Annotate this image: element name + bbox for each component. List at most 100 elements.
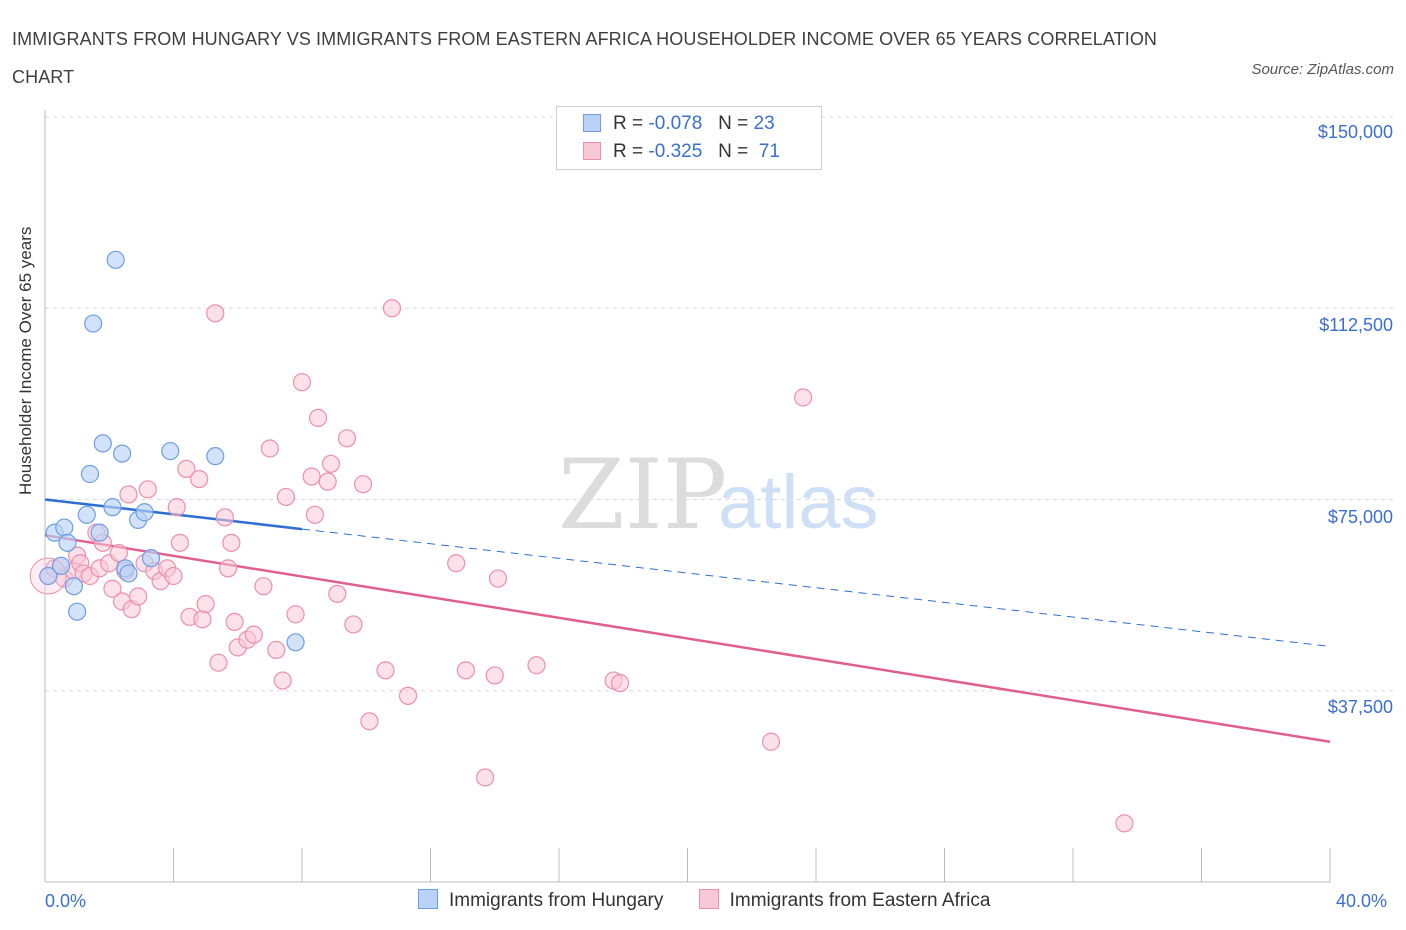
legend-n-label: N = [718, 113, 749, 134]
data-point-hungary [55, 518, 74, 537]
data-point-hungary [90, 523, 109, 542]
data-point-eastern-africa [794, 388, 813, 407]
data-point-hungary [39, 566, 58, 586]
data-point-hungary [64, 577, 84, 596]
data-point-eastern-africa [244, 625, 263, 644]
data-point-eastern-africa [190, 470, 209, 489]
data-point-eastern-africa [447, 554, 466, 573]
legend-r-label: R = [613, 113, 644, 134]
data-point-hungary [84, 314, 103, 333]
data-point-eastern-africa [267, 640, 286, 660]
data-point-eastern-africa [254, 577, 273, 596]
data-point-hungary [119, 564, 138, 583]
data-point-hungary [103, 498, 122, 517]
series-eastern-africa-points [29, 299, 1134, 833]
data-point-eastern-africa [360, 712, 379, 731]
legend-item-hungary[interactable]: Immigrants from Hungary [418, 889, 663, 912]
data-point-eastern-africa [1115, 814, 1134, 833]
data-point-eastern-africa [761, 732, 781, 751]
data-point-hungary [161, 441, 180, 461]
legend-label-eastern-africa: Immigrants from Eastern Africa [729, 890, 991, 911]
data-point-eastern-africa [225, 612, 244, 632]
data-point-hungary [286, 633, 305, 652]
data-point-eastern-africa [353, 475, 373, 494]
data-point-eastern-africa [164, 566, 183, 586]
legend-label-hungary: Immigrants from Hungary [449, 890, 664, 911]
data-point-eastern-africa [206, 304, 225, 323]
data-point-eastern-africa [193, 610, 212, 629]
watermark-atlas: atlas [718, 460, 879, 545]
legend-swatch-eastern-africa [698, 889, 719, 909]
data-point-hungary [51, 556, 71, 575]
data-point-eastern-africa [196, 594, 215, 614]
legend-r-label: R = [613, 141, 644, 162]
data-point-eastern-africa [119, 485, 138, 504]
y-tick-label-112500: $112,500 [1319, 315, 1393, 335]
y-tick-label-37500: $37,500 [1327, 697, 1393, 717]
series-legend: Immigrants from Hungary Immigrants from … [418, 889, 1020, 912]
legend-r-value: -0.325 [648, 141, 703, 162]
series-hungary-points [39, 250, 305, 652]
data-point-eastern-africa [476, 768, 495, 787]
data-point-eastern-africa [527, 656, 546, 675]
x-tick-label-min: 0.0% [45, 891, 87, 911]
data-point-eastern-africa [610, 673, 630, 693]
data-point-eastern-africa [318, 472, 337, 491]
legend-row-eastern-africa: R = -0.325 N = 71 [583, 141, 780, 163]
legend-n-label: N = [718, 141, 749, 162]
data-point-eastern-africa [488, 569, 508, 588]
data-point-eastern-africa [103, 579, 122, 598]
data-point-hungary [112, 444, 132, 463]
watermark: ZIP atlas [558, 439, 879, 551]
data-point-eastern-africa [170, 533, 190, 552]
legend-n-value: 23 [753, 113, 775, 134]
legend-swatch-hungary [418, 889, 438, 909]
data-point-hungary [141, 549, 161, 568]
data-point-eastern-africa [398, 686, 418, 705]
y-tick-label-75000: $75,000 [1327, 507, 1393, 527]
data-point-eastern-africa [308, 408, 328, 427]
trend-line-hungary-extended [301, 528, 1331, 647]
data-point-eastern-africa [337, 429, 357, 448]
data-point-hungary [206, 447, 225, 466]
legend-n-value: 71 [758, 141, 780, 162]
legend-row-hungary: R = -0.078 N = 23 [583, 113, 775, 135]
data-point-eastern-africa [376, 661, 395, 680]
data-point-hungary [68, 602, 87, 621]
x-tick-label-max: 40.0% [1336, 891, 1388, 911]
data-point-eastern-africa [344, 615, 363, 634]
data-point-hungary [77, 505, 96, 524]
data-point-hungary [106, 250, 125, 269]
data-point-hungary [135, 503, 154, 522]
data-point-eastern-africa [273, 671, 292, 690]
trend-line-eastern-africa [44, 533, 1331, 743]
data-point-eastern-africa [209, 653, 228, 672]
data-point-hungary [58, 533, 77, 552]
data-point-hungary [80, 464, 100, 484]
data-point-eastern-africa [302, 467, 321, 486]
legend-item-eastern-africa[interactable]: Immigrants from Eastern Africa [698, 889, 991, 912]
source-label: Source: ZipAtlas.com [1251, 61, 1394, 78]
chart-title: IMMIGRANTS FROM HUNGARY VS IMMIGRANTS FR… [12, 29, 1158, 87]
data-point-eastern-africa [286, 605, 305, 624]
data-point-eastern-africa [305, 505, 324, 524]
legend-swatch-hungary [583, 114, 601, 132]
data-point-eastern-africa [177, 459, 196, 478]
legend-swatch-eastern-africa [583, 142, 601, 160]
data-point-eastern-africa [109, 543, 128, 563]
data-point-eastern-africa [222, 533, 241, 552]
data-point-eastern-africa [167, 498, 186, 517]
data-point-eastern-africa [382, 299, 402, 318]
data-point-eastern-africa [321, 454, 341, 473]
data-point-eastern-africa [260, 439, 279, 458]
data-point-eastern-africa [292, 373, 312, 392]
axes [44, 110, 1331, 883]
y-tick-label-150000: $150,000 [1317, 122, 1393, 142]
watermark-zip: ZIP [558, 439, 727, 551]
stats-legend: R = -0.078 N = 23 R = -0.325 N = 71 [556, 106, 822, 170]
data-point-eastern-africa [328, 584, 347, 603]
gridlines [45, 116, 1395, 692]
data-point-eastern-africa [129, 587, 148, 606]
data-point-eastern-africa [276, 487, 296, 507]
